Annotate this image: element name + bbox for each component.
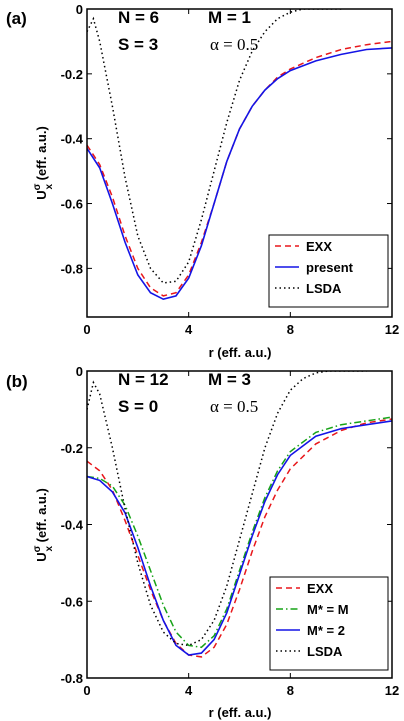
- panel-a-y-axis-label-unit: (eff. a.u.): [34, 126, 49, 184]
- panel-b-series-line-1: [87, 416, 392, 649]
- panel-a-x-axis-label: r (eff. a.u.): [209, 345, 272, 360]
- panel-b-annotation-s: S = 0: [118, 397, 158, 416]
- panel-b-legend-label-3: LSDA: [307, 644, 343, 659]
- panel-a-y-tick-label-4: -0.8: [61, 261, 83, 276]
- panel-b-series: [87, 371, 392, 658]
- panel-a-series-line-1: [87, 47, 392, 301]
- panel-b-legend-label-2: M* = 2: [307, 623, 345, 638]
- panel-b-x-tick-label-3: 12: [385, 683, 399, 698]
- panel-a-y-axis-label-sub: x: [44, 184, 55, 190]
- panel-b-y-axis-label-main: U: [34, 552, 49, 561]
- panel-b-y-tick-label-1: -0.2: [61, 441, 83, 456]
- panel-b-legend-label-0: EXX: [307, 581, 333, 596]
- panel-a-annotation-m: M = 1: [208, 8, 251, 27]
- panel-a-x-tick-label-3: 12: [385, 322, 399, 337]
- panel-a-legend: EXX present LSDA: [268, 234, 389, 308]
- panel-b-y-tick-label-4: -0.8: [61, 671, 83, 686]
- panel-b-y-axis-label-sup: σ: [32, 545, 43, 552]
- panel-b-label: (b): [6, 372, 28, 391]
- panel-b-y-tick-label-2: -0.4: [61, 518, 84, 533]
- panel-b-legend: EXX M* = M M* = 2 LSDA: [269, 576, 389, 671]
- panel-a-ticks: 0 4 8 12 0 -0.2 -0.4 -0.6 -0.8: [61, 2, 400, 337]
- panel-a-x-tick-label-1: 4: [185, 322, 193, 337]
- panel-a-legend-label-2: LSDA: [306, 281, 342, 296]
- panel-a-x-tick-label-0: 0: [83, 322, 90, 337]
- panel-b-x-tick-label-0: 0: [83, 683, 90, 698]
- panel-a-label: (a): [6, 9, 27, 28]
- panel-a-y-tick-label-0: 0: [76, 2, 83, 17]
- panel-a-series-line-2: [87, 9, 342, 284]
- panel-a-y-axis-label: Uσx (eff. a.u.): [32, 126, 55, 200]
- panel-b-x-tick-label-2: 8: [287, 683, 294, 698]
- panel-b-x-tick-label-1: 4: [185, 683, 193, 698]
- panel-b-y-axis-label-sub: x: [44, 546, 55, 552]
- panel-a-y-tick-label-2: -0.4: [61, 132, 84, 147]
- panel-a-y-tick-label-3: -0.6: [61, 197, 83, 212]
- panel-b-annotation-n: N = 12: [118, 370, 169, 389]
- panel-a-legend-box: [268, 234, 389, 308]
- panel-a-annotation-s: S = 3: [118, 35, 158, 54]
- panel-b-annotation-alpha: α = 0.5: [210, 397, 258, 416]
- panel-b-ticks: 0 4 8 12 0 -0.2 -0.4 -0.6 -0.8: [61, 364, 400, 698]
- panel-b-y-tick-label-3: -0.6: [61, 594, 83, 609]
- panel-a-y-axis-label-sup: σ: [32, 183, 43, 190]
- panel-b-y-tick-label-0: 0: [76, 364, 83, 379]
- panel-a-legend-label-0: EXX: [306, 239, 332, 254]
- panel-b-legend-label-1: M* = M: [307, 602, 349, 617]
- panel-a-series: [87, 9, 392, 301]
- panel-a-axes-frame: [86, 8, 393, 318]
- panel-b-series-line-3: [87, 371, 367, 647]
- panel-b-annotation-m: M = 3: [208, 370, 251, 389]
- panel-a-y-axis-label-main: U: [34, 190, 49, 199]
- panel-a-annotation-alpha: α = 0.5: [210, 35, 258, 54]
- panel-b-x-axis-label: r (eff. a.u.): [209, 705, 272, 720]
- panel-a: 0 4 8 12 0 -0.2 -0.4 -0.6 -0.8 (a) N = 6 M = 1 S…: [6, 2, 399, 360]
- panel-b-series-line-0: [87, 418, 392, 658]
- panel-a-x-tick-label-2: 8: [287, 322, 294, 337]
- panel-b-series-line-2: [87, 420, 392, 656]
- panel-a-legend-label-1: present: [306, 260, 354, 275]
- panel-b-y-axis-label-unit: (eff. a.u.): [34, 488, 49, 546]
- panel-a-annotation-n: N = 6: [118, 8, 159, 27]
- panel-b: 0 4 8 120-0.2-0.4-0.6-0.8 (b) N = 12 M = 3 …: [6, 364, 399, 720]
- panel-b-y-axis-label: Uσx (eff. a.u.): [32, 488, 55, 562]
- panel-a-y-tick-label-1: -0.2: [61, 67, 83, 82]
- panel-b-legend-box: [269, 576, 389, 671]
